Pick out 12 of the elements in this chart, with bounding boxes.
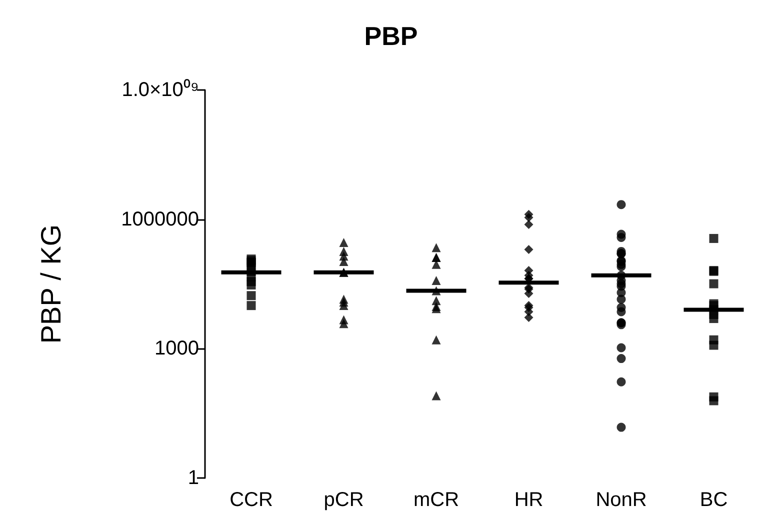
y-axis-title: PBP / KG: [36, 224, 66, 344]
x-tick-label: HR: [514, 489, 544, 511]
y-tick-label: 1: [188, 467, 199, 489]
y-tick-label: 1.0×10⁰⁹: [122, 78, 199, 101]
x-tick-label: mCR: [413, 489, 460, 511]
y-tick-label: 1000: [154, 338, 199, 360]
x-tick-label: NonR: [596, 489, 647, 511]
x-tick-label: CCR: [230, 489, 273, 511]
y-tick-label: 1000000: [121, 208, 199, 230]
x-tick-label: BC: [700, 489, 728, 511]
x-tick-label: pCR: [324, 489, 364, 511]
chart-title: PBP: [364, 21, 418, 51]
